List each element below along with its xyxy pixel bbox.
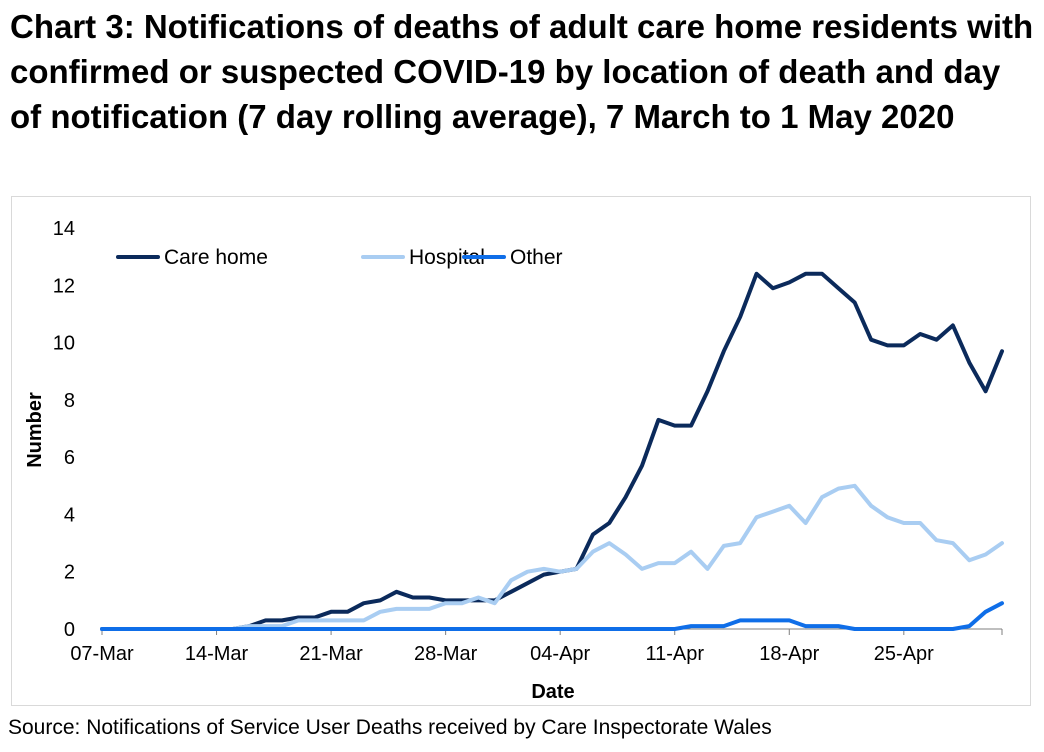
y-tick-label: 6 — [64, 447, 75, 469]
x-tick-label: 28-Mar — [414, 643, 478, 665]
source-note: Source: Notifications of Service User De… — [8, 716, 772, 739]
x-tick-label: 11-Apr — [645, 643, 704, 665]
series-line-care-home — [100, 271, 1004, 631]
legend: Care home Hospital Other — [116, 246, 563, 269]
legend-label: Hospital — [409, 246, 485, 269]
legend-label: Other — [510, 246, 563, 269]
chart-title: Chart 3: Notifications of deaths of adul… — [10, 8, 1034, 135]
y-tick-label: 2 — [64, 562, 75, 584]
y-tick-label: 12 — [53, 275, 75, 297]
y-tick-label: 8 — [64, 390, 75, 412]
x-tick-label: 21-Mar — [299, 643, 363, 665]
x-tick-label: 04-Apr — [530, 643, 590, 665]
x-tick-label: 14-Mar — [185, 643, 249, 665]
x-tick-label: 18-Apr — [759, 643, 819, 665]
x-tick-label: 07-Mar — [70, 643, 134, 665]
x-tick-label: 25-Apr — [874, 643, 934, 665]
line-chart: 0 2 4 6 8 10 12 14 07-Mar 14-Mar 21-Mar 28-Mar 04-Ap… — [24, 218, 1004, 703]
y-axis-title: Number — [24, 392, 46, 468]
y-tick-label: 10 — [53, 333, 75, 355]
y-tick-label: 4 — [64, 504, 75, 526]
legend-label: Care home — [164, 246, 268, 269]
series-line-hospital — [100, 483, 1004, 631]
axes: 0 2 4 6 8 10 12 14 07-Mar 14-Mar 21-Mar 28-Mar 04-Ap… — [53, 218, 1003, 665]
y-tick-label: 14 — [53, 218, 75, 240]
y-tick-label: 0 — [64, 619, 75, 641]
x-axis-title: Date — [531, 681, 574, 703]
series-line-other — [100, 601, 1004, 631]
chart-area: 0 2 4 6 8 10 12 14 07-Mar 14-Mar 21-Mar 28-Mar 04-Ap… — [11, 196, 1031, 706]
series-lines — [100, 271, 1004, 631]
